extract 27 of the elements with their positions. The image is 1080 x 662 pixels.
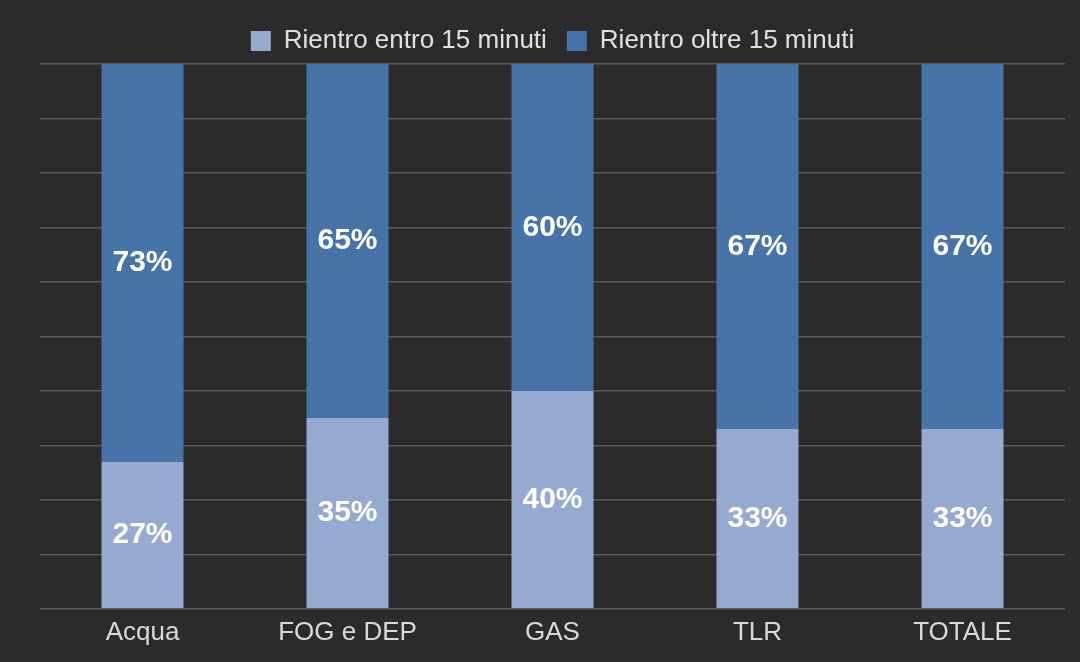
- bar: [716, 64, 799, 430]
- data-label: 60%: [522, 208, 583, 242]
- data-label: 67%: [727, 227, 788, 261]
- x-tick-label: TOTALE: [913, 615, 1012, 646]
- bar: [716, 429, 799, 609]
- bar: [511, 390, 594, 609]
- bar: [101, 461, 184, 609]
- data-label: 67%: [932, 227, 993, 261]
- x-tick-label: TLR: [732, 615, 783, 646]
- x-tick-label: Acqua: [105, 615, 180, 646]
- data-label: 65%: [317, 222, 378, 256]
- bar: [921, 429, 1004, 609]
- x-tick-label: FOG e DEP: [278, 615, 417, 646]
- data-label: 35%: [317, 494, 378, 528]
- data-label: 33%: [727, 499, 788, 533]
- data-label: 33%: [932, 499, 993, 533]
- legend-label: Rientro entro 15 minuti: [283, 24, 547, 55]
- data-label: 73%: [112, 244, 173, 278]
- data-label: 27%: [112, 516, 173, 550]
- bar: [101, 64, 184, 462]
- data-label: 40%: [522, 480, 583, 514]
- x-tick-label: GAS: [525, 615, 580, 646]
- bar: [921, 64, 1004, 430]
- legend-label: Rientro oltre 15 minuti: [599, 24, 855, 55]
- bar: [306, 64, 389, 419]
- bar: [306, 418, 389, 609]
- bar: [511, 64, 594, 391]
